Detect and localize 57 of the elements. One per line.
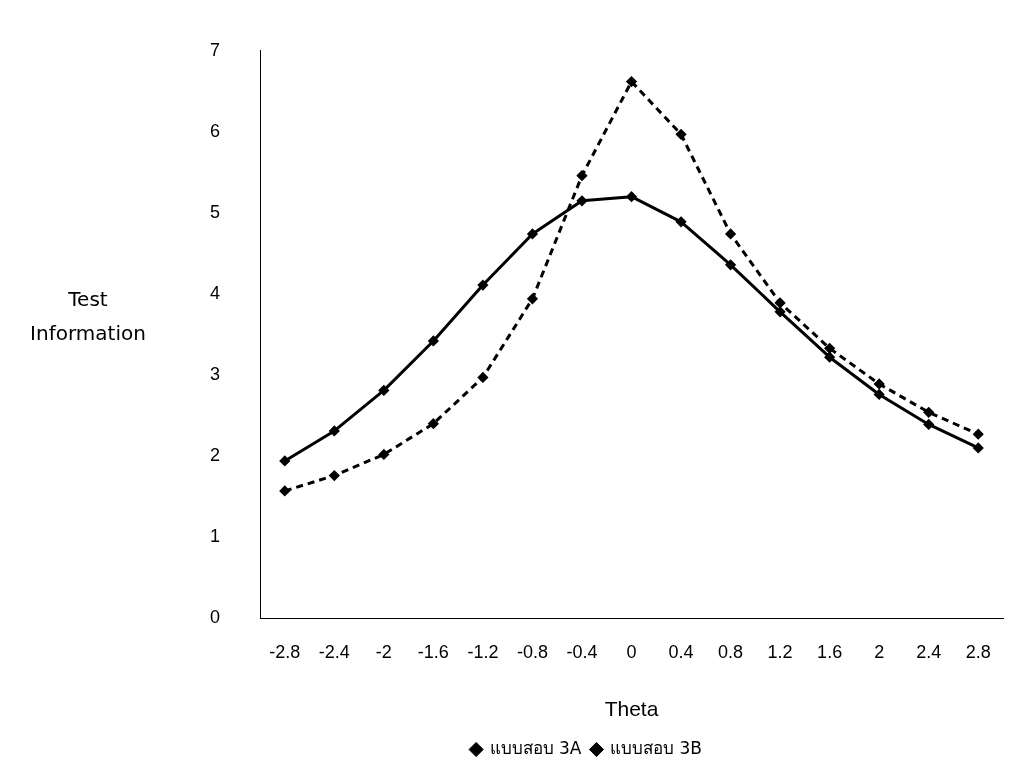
x-tick-label: 0 — [626, 641, 637, 662]
point — [923, 419, 934, 430]
point — [428, 335, 439, 346]
x-tick-label: 0.4 — [668, 641, 694, 662]
point — [527, 293, 538, 304]
x-tick-label: -1.2 — [467, 641, 499, 662]
y-tick-label: 5 — [210, 201, 221, 222]
point — [725, 259, 736, 270]
point — [824, 343, 835, 354]
y-tick-label: 2 — [210, 445, 221, 466]
point — [527, 228, 538, 239]
point — [775, 306, 786, 317]
y-tick-label: 7 — [210, 39, 221, 60]
point — [923, 407, 934, 418]
x-tick-label: 1.6 — [817, 641, 843, 662]
y-tick-label: 3 — [210, 364, 221, 384]
x-tick-label: 0.8 — [718, 641, 744, 662]
y-tick-label: 1 — [210, 526, 221, 547]
point — [329, 425, 340, 436]
point — [725, 228, 736, 239]
x-tick-label: 2.8 — [965, 641, 991, 662]
legend-label: แบบสอบ 3A — [489, 737, 582, 758]
x-tick-label: -2.8 — [269, 641, 301, 662]
x-tick-label: -0.4 — [566, 641, 598, 662]
y-tick-label: 4 — [210, 282, 221, 303]
x-tick-label: 1.2 — [767, 641, 793, 662]
x-tick-label: -1.6 — [417, 641, 449, 662]
x-axis-title: Theta — [604, 697, 659, 721]
point — [973, 429, 984, 440]
point — [973, 442, 984, 453]
point — [378, 385, 389, 396]
point — [874, 378, 885, 389]
point — [477, 280, 488, 291]
point — [626, 76, 637, 87]
y-axis-title: Test Information — [29, 286, 147, 347]
point — [576, 170, 587, 181]
x-tick-label: -0.8 — [516, 641, 548, 662]
point — [626, 191, 637, 202]
y-tick-label: 6 — [210, 120, 221, 141]
point — [428, 418, 439, 429]
x-tick-label: -2 — [375, 641, 392, 662]
point — [378, 449, 389, 460]
point — [329, 470, 340, 481]
legend-label: แบบสอบ 3B — [609, 737, 702, 758]
x-tick-label: -2.4 — [318, 641, 350, 662]
y-tick-label: 0 — [210, 607, 221, 628]
x-tick-label: 2 — [874, 641, 885, 662]
point — [279, 485, 290, 496]
point — [676, 129, 687, 140]
point — [279, 455, 290, 466]
point — [477, 372, 488, 383]
point — [676, 216, 687, 227]
point — [874, 389, 885, 400]
point — [576, 195, 587, 206]
point — [775, 297, 786, 308]
x-tick-label: 2.4 — [916, 641, 942, 662]
point — [824, 352, 835, 363]
